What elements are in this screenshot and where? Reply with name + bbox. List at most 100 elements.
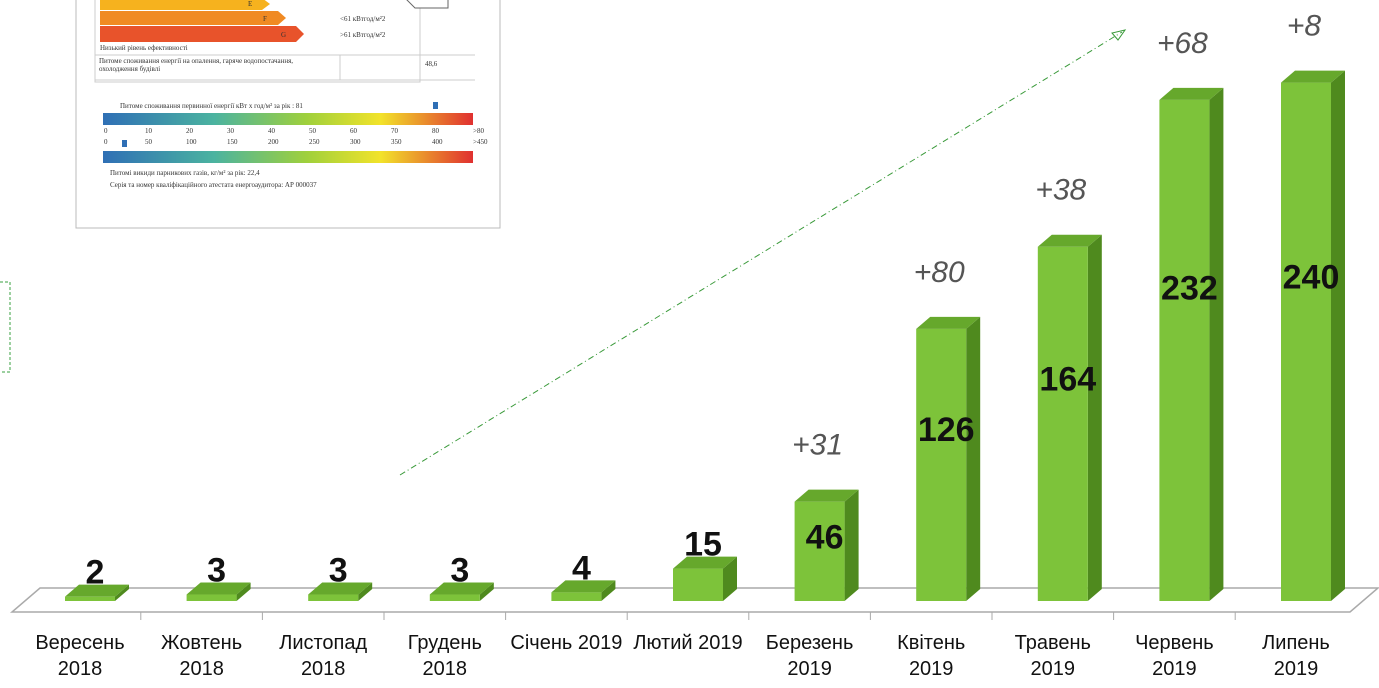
scale-label: 50 bbox=[145, 138, 153, 146]
bar-front bbox=[1159, 99, 1210, 601]
scale-label: 150 bbox=[227, 138, 238, 146]
scale-label: 400 bbox=[432, 138, 443, 146]
indicator bbox=[406, 0, 449, 9]
bar-side bbox=[723, 556, 737, 601]
x-tick-label: Травень 2019 bbox=[1014, 632, 1091, 680]
bar-front bbox=[429, 594, 480, 601]
scale-label: 40 bbox=[268, 127, 276, 135]
bar bbox=[429, 582, 494, 601]
bar-side bbox=[1087, 234, 1102, 601]
value-label: 2 bbox=[86, 554, 105, 592]
scale-label: >450 bbox=[473, 138, 488, 146]
scale-label: 10 bbox=[145, 127, 153, 135]
class-bar bbox=[100, 11, 286, 25]
class-bar bbox=[100, 26, 304, 42]
bar-top bbox=[551, 580, 616, 593]
scale-label: 70 bbox=[391, 127, 399, 135]
trend-arrow bbox=[399, 31, 1123, 476]
value-label: 46 bbox=[806, 518, 844, 556]
bar-top bbox=[1159, 87, 1224, 100]
bar-side bbox=[358, 582, 373, 601]
value-label: 126 bbox=[918, 411, 975, 449]
inset-text: 48,6 bbox=[425, 60, 438, 68]
value-label: 232 bbox=[1161, 269, 1218, 307]
value-label: 3 bbox=[329, 552, 348, 590]
value-label: 240 bbox=[1283, 259, 1340, 297]
change-annotation: +38 bbox=[1035, 174, 1086, 207]
scale-label: 350 bbox=[391, 138, 402, 146]
scale-label: 300 bbox=[350, 138, 361, 146]
bar bbox=[551, 580, 616, 601]
bar-top bbox=[429, 582, 494, 595]
scale-label: 0 bbox=[104, 138, 108, 146]
scale-label: 200 bbox=[268, 138, 279, 146]
class-bar bbox=[100, 0, 270, 10]
class-label: G bbox=[281, 31, 286, 39]
bar-side bbox=[479, 582, 494, 601]
bar bbox=[65, 584, 129, 601]
bar bbox=[1281, 70, 1345, 602]
x-tick-label: Лютий 2019 bbox=[633, 632, 743, 654]
inset-text: Серія та номер кваліфікаційного атестата… bbox=[110, 181, 317, 189]
bar bbox=[186, 582, 251, 601]
change-annotation: +8 bbox=[1287, 10, 1322, 43]
x-tick-label: Жовтень 2018 bbox=[161, 632, 243, 680]
bar bbox=[794, 489, 859, 601]
bar-side bbox=[1209, 87, 1224, 601]
scale-label: 50 bbox=[309, 127, 317, 135]
bar-side bbox=[844, 489, 859, 601]
bar-front bbox=[794, 501, 845, 601]
scale-label: 0 bbox=[104, 127, 108, 135]
scale-label: 30 bbox=[227, 127, 235, 135]
bar bbox=[308, 582, 373, 601]
x-tick-label: Січень 2019 bbox=[510, 632, 623, 654]
bar-top bbox=[673, 556, 737, 569]
scale-bar bbox=[103, 151, 473, 163]
scale-label: 20 bbox=[186, 127, 194, 135]
bar bbox=[673, 556, 737, 601]
scale-label: 250 bbox=[309, 138, 320, 146]
bar bbox=[1159, 87, 1224, 601]
bar-side bbox=[115, 584, 129, 601]
class-label: E bbox=[248, 0, 252, 8]
bar-top bbox=[65, 584, 129, 597]
dashed-frame bbox=[0, 281, 11, 373]
inset: E F G <61 кВтгод/м²2 >61 кВтгод/м²2 Низь… bbox=[75, 0, 501, 229]
scale-label: >80 bbox=[473, 127, 484, 135]
bar-front bbox=[673, 568, 723, 601]
scale-label: 100 bbox=[186, 138, 197, 146]
bar-top bbox=[794, 489, 859, 502]
marker bbox=[122, 140, 127, 147]
scale-label: 80 bbox=[432, 127, 440, 135]
marker bbox=[433, 102, 438, 109]
bar-top bbox=[186, 582, 251, 595]
bar-side bbox=[236, 582, 251, 601]
class-label: F bbox=[263, 15, 267, 23]
value-label: 164 bbox=[1039, 360, 1096, 398]
bar-front bbox=[308, 594, 359, 601]
x-tick-label: Червень 2019 bbox=[1135, 632, 1214, 680]
value-label: 4 bbox=[572, 549, 591, 587]
x-tick-label: Листопад 2018 bbox=[279, 632, 368, 680]
value-label: 15 bbox=[684, 526, 722, 564]
x-tick-label: Березень 2019 bbox=[765, 632, 854, 680]
class-note: <61 кВтгод/м²2 bbox=[340, 15, 386, 23]
inset-text-box: Питоме споживання енергії на опалення, г… bbox=[99, 57, 293, 73]
bar-front bbox=[1037, 246, 1088, 601]
x-tick-label: Квітень 2019 bbox=[897, 632, 966, 680]
bar-top bbox=[1037, 234, 1102, 247]
value-label: 3 bbox=[450, 552, 469, 590]
bar-side bbox=[601, 580, 616, 601]
bar-side bbox=[966, 316, 981, 601]
bar-top bbox=[916, 316, 981, 329]
change-annotation: +80 bbox=[914, 256, 965, 289]
bar-front bbox=[916, 328, 967, 601]
x-tick-label: Грудень 2018 bbox=[407, 632, 482, 680]
scale-bar bbox=[103, 113, 473, 125]
bar-front bbox=[65, 596, 115, 601]
bar-front bbox=[551, 592, 602, 601]
bar-front bbox=[1281, 82, 1331, 602]
change-annotation: +31 bbox=[792, 429, 843, 462]
bar-top bbox=[1281, 70, 1345, 83]
